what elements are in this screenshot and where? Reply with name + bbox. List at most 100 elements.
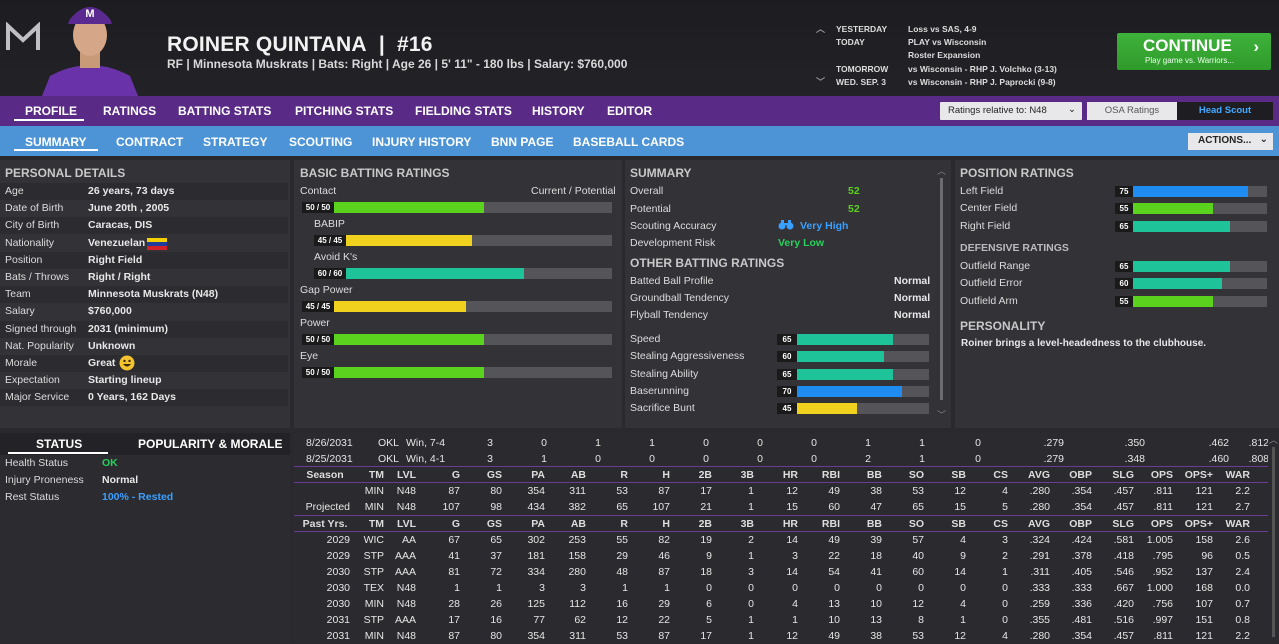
column-header[interactable]: SB: [951, 518, 966, 530]
stat-cell: 0: [748, 598, 754, 610]
column-header[interactable]: OBP: [1069, 518, 1092, 530]
tab-ratings[interactable]: RATINGS: [103, 104, 157, 118]
stat-cell: 4: [1002, 485, 1008, 497]
column-header[interactable]: CS: [993, 469, 1008, 481]
column-header[interactable]: SB: [951, 469, 966, 481]
column-header[interactable]: LVL: [396, 469, 416, 481]
column-header[interactable]: HR: [782, 518, 798, 530]
stat-cell: 253: [568, 534, 586, 546]
stat-cell: 87: [448, 485, 460, 497]
stat-cell: 1: [919, 452, 925, 465]
column-header[interactable]: R: [620, 518, 628, 530]
column-header[interactable]: OPS: [1150, 469, 1173, 481]
detail-value[interactable]: Minnesota Muskrats (N48): [88, 288, 219, 301]
column-header[interactable]: Season: [306, 469, 344, 481]
column-header[interactable]: SO: [908, 469, 924, 481]
column-header[interactable]: SLG: [1112, 469, 1134, 481]
contact-label: Contact: [300, 185, 337, 197]
schedule-panel: ︿ YESTERDAY Loss vs SAS, 4-9 TODAY PLAY vs …: [816, 23, 1057, 88]
column-header[interactable]: AVG: [1028, 518, 1050, 530]
column-header[interactable]: OPS: [1150, 518, 1173, 530]
tab-editor[interactable]: EDITOR: [607, 104, 653, 118]
other-batting-title: OTHER BATTING RATINGS: [630, 256, 785, 270]
column-header[interactable]: Past Yrs.: [302, 518, 348, 530]
column-header[interactable]: WAR: [1225, 469, 1251, 481]
column-header[interactable]: AB: [570, 469, 586, 481]
position-rating-label: Right Field: [960, 219, 1011, 232]
tab-bnn-page[interactable]: BNN PAGE: [491, 135, 554, 149]
column-header[interactable]: 3B: [740, 518, 754, 530]
column-header[interactable]: GS: [486, 518, 502, 530]
column-header[interactable]: OPS+: [1184, 469, 1213, 481]
column-header[interactable]: R: [620, 469, 628, 481]
tab-strategy[interactable]: STRATEGY: [203, 135, 268, 149]
tab-summary[interactable]: SUMMARY: [25, 135, 87, 149]
stat-cell: 62: [574, 614, 586, 626]
column-header[interactable]: 2B: [698, 469, 712, 481]
column-header[interactable]: H: [662, 518, 670, 530]
tab-status[interactable]: STATUS: [36, 437, 83, 451]
ratings-relative-select[interactable]: Ratings relative to: N48 ⌄: [940, 102, 1082, 120]
actions-button[interactable]: ACTIONS... ⌄: [1188, 133, 1273, 150]
tab-batting-stats[interactable]: BATTING STATS: [178, 104, 272, 118]
column-header[interactable]: G: [451, 469, 460, 481]
stat-cell: .424: [1071, 534, 1092, 546]
summary-scrollbar[interactable]: ︿ ﹀: [937, 166, 947, 420]
column-header[interactable]: SLG: [1112, 518, 1134, 530]
tab-contract[interactable]: CONTRACT: [116, 135, 184, 149]
stat-cell: .808: [1248, 452, 1269, 465]
stat-cell: 311: [569, 485, 586, 497]
head-scout-button[interactable]: Head Scout: [1177, 102, 1273, 120]
column-header[interactable]: CS: [993, 518, 1008, 530]
rating-badge: 65: [777, 334, 797, 345]
tab-popularity-morale[interactable]: POPULARITY & MORALE: [138, 437, 283, 451]
rating-bar-fill: [1115, 295, 1213, 307]
continue-button[interactable]: CONTINUE Play game vs. Warriors... ›: [1117, 33, 1271, 70]
column-header[interactable]: OPS+: [1184, 518, 1213, 530]
tab-history[interactable]: HISTORY: [532, 104, 585, 118]
column-header[interactable]: G: [451, 518, 460, 530]
column-header[interactable]: AVG: [1028, 469, 1050, 481]
column-header[interactable]: 3B: [740, 469, 754, 481]
other-rating-label: Flyball Tendency: [630, 309, 709, 321]
column-header[interactable]: HR: [782, 469, 798, 481]
column-header[interactable]: PA: [531, 518, 545, 530]
column-header[interactable]: WAR: [1225, 518, 1251, 530]
column-header[interactable]: TM: [368, 469, 384, 481]
osa-ratings-button[interactable]: OSA Ratings: [1087, 102, 1177, 120]
column-header[interactable]: LVL: [396, 518, 416, 530]
stat-cell: 87: [658, 630, 670, 642]
column-header[interactable]: AB: [570, 518, 586, 530]
detail-label: Nat. Popularity: [5, 339, 74, 352]
stat-cell: 0: [703, 452, 709, 465]
column-header[interactable]: TM: [368, 518, 384, 530]
column-header[interactable]: RBI: [821, 469, 840, 481]
stat-cell: 158: [568, 550, 586, 562]
column-header[interactable]: PA: [531, 469, 545, 481]
current-potential-label: Current / Potential: [531, 185, 616, 197]
stat-cell: 4: [1002, 630, 1008, 642]
scroll-down-icon[interactable]: ﹀: [816, 77, 826, 88]
column-header[interactable]: SO: [908, 518, 924, 530]
column-header[interactable]: BB: [866, 518, 882, 530]
stat-cell: .811: [1153, 485, 1173, 497]
tab-baseball-cards[interactable]: BASEBALL CARDS: [573, 135, 685, 149]
column-header[interactable]: GS: [486, 469, 502, 481]
tab-injury-history[interactable]: INJURY HISTORY: [372, 135, 472, 149]
tab-fielding-stats[interactable]: FIELDING STATS: [415, 104, 512, 118]
column-header[interactable]: OBP: [1069, 469, 1092, 481]
personal-detail-row: Major Service 0 Years, 162 Days: [0, 389, 288, 407]
rating-bar-track: 45 / 45: [302, 301, 612, 312]
column-header[interactable]: RBI: [821, 518, 840, 530]
column-header[interactable]: BB: [866, 469, 882, 481]
tab-profile[interactable]: PROFILE: [25, 104, 78, 118]
tab-scouting[interactable]: SCOUTING: [289, 135, 353, 149]
past-season-row: 2029 WIC AA 67 65 302 253 55 82 19 2 14 49 39 57 4 3 .324…: [294, 532, 1268, 548]
stats-scrollbar[interactable]: ︿: [1268, 433, 1279, 643]
column-header[interactable]: 2B: [698, 518, 712, 530]
column-header[interactable]: H: [662, 469, 670, 481]
game-logo-icon[interactable]: [6, 22, 40, 52]
stat-cell: 1: [748, 550, 754, 562]
tab-pitching-stats[interactable]: PITCHING STATS: [295, 104, 394, 118]
scroll-up-icon[interactable]: ︿: [816, 24, 826, 35]
